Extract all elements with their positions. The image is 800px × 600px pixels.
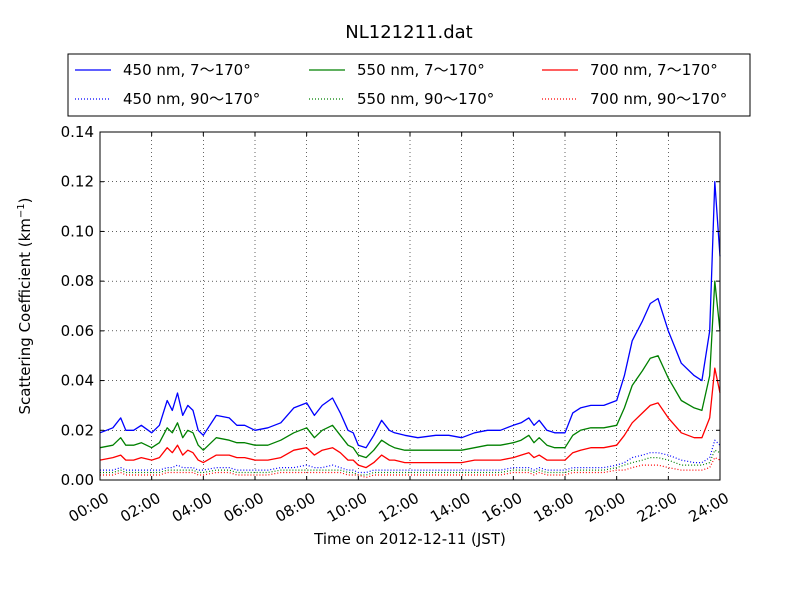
grid <box>100 132 720 480</box>
legend-label-2: 700 nm, 7～170° <box>590 61 718 79</box>
legend-label-0: 450 nm, 7～170° <box>123 61 251 79</box>
y-tick-label-5: 0.10 <box>61 222 94 240</box>
y-axis-label-main: Scattering Coefficient (km <box>16 218 34 414</box>
ticks <box>99 131 721 481</box>
legend-label-4: 550 nm, 90～170° <box>357 90 494 108</box>
y-axis-label-sup: −1 <box>16 203 27 218</box>
series-line-2 <box>99 367 721 469</box>
y-axis-label: Scattering Coefficient (km−1) <box>16 197 34 414</box>
y-tick-label-2: 0.04 <box>61 372 94 390</box>
plot-background <box>100 132 720 480</box>
series-line-0 <box>99 181 721 449</box>
x-axis-label: Time on 2012-12-11 (JST) <box>313 530 506 548</box>
legend-box <box>67 53 751 117</box>
y-tick-label-1: 0.02 <box>61 421 94 439</box>
y-tick-label-6: 0.12 <box>61 173 94 191</box>
legend-label-1: 550 nm, 7～170° <box>357 61 485 79</box>
plot-area <box>99 131 721 481</box>
legend: 450 nm, 7～170° 550 nm, 7～170° 700 nm, 7～17… <box>67 53 751 117</box>
y-axis-label-end: ) <box>16 197 34 203</box>
series-line-1 <box>99 280 721 459</box>
legend-label-3: 450 nm, 90～170° <box>123 90 260 108</box>
series-layer <box>99 181 721 479</box>
legend-label-5: 700 nm, 90～170° <box>590 90 727 108</box>
chart-title: NL121211.dat <box>345 22 472 43</box>
y-tick-labels: 0.00 0.02 0.04 0.06 0.08 0.10 0.12 0.14 <box>61 123 94 489</box>
y-tick-label-0: 0.00 <box>61 471 94 489</box>
series-line-3 <box>100 439 721 474</box>
y-tick-label-4: 0.08 <box>61 272 94 290</box>
y-tick-label-3: 0.06 <box>61 322 94 340</box>
y-tick-label-7: 0.14 <box>61 123 94 141</box>
